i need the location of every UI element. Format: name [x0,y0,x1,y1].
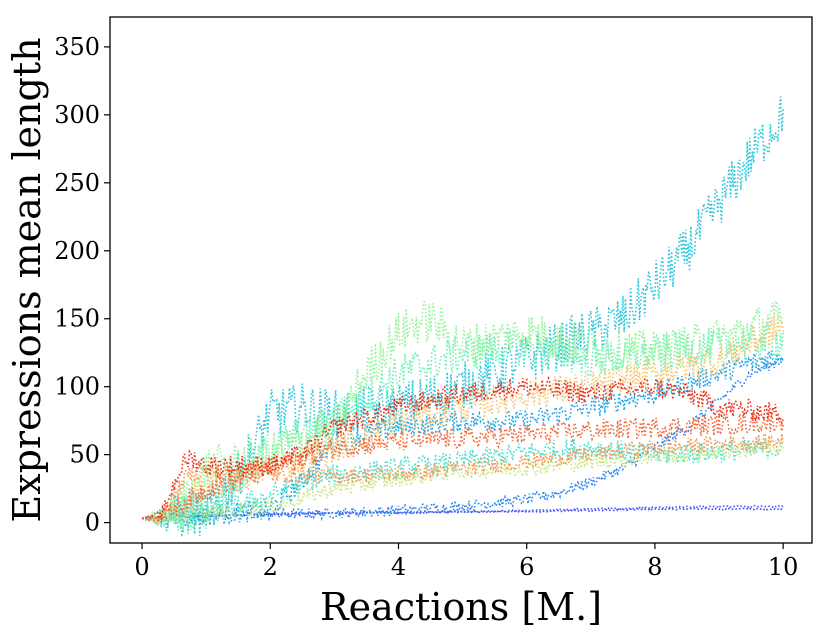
series-line-azure [141,350,784,528]
series-line-tomato [142,410,784,524]
y-tick-label: 350 [54,33,100,61]
y-tick-label: 50 [69,441,100,469]
y-tick-label: 150 [54,305,100,333]
series-line-red [141,375,784,521]
x-axis-label: Reactions [M.] [320,585,602,629]
y-tick-label: 200 [54,237,100,265]
series-line-sand [141,315,784,525]
x-tick-label: 4 [391,553,406,581]
x-axis: 0 2 4 6 8 10 [134,543,798,581]
y-axis-label: Expressions mean length [5,37,49,522]
x-tick-label: 10 [768,553,799,581]
y-tick-label: 250 [54,169,100,197]
series-line-orange [141,432,784,524]
series-line-cyan [141,96,784,537]
series-line-aquamarine [141,321,784,532]
series-line-dodgerblue [142,356,784,525]
x-tick-label: 2 [263,553,278,581]
x-tick-label: 8 [647,553,662,581]
y-axis: 0 50 100 150 200 250 300 350 [54,33,110,537]
y-tick-label: 0 [85,509,100,537]
series-line-purple [142,507,784,520]
series-line-blue [142,504,784,520]
series-line-yellowgreen [142,440,784,526]
y-tick-label: 100 [54,373,100,401]
y-tick-label: 300 [54,101,100,129]
plot-frame [109,16,813,544]
x-tick-label: 0 [134,553,149,581]
series-layer [141,96,784,537]
series-line-turquoise [141,437,784,526]
x-tick-label: 6 [519,553,534,581]
